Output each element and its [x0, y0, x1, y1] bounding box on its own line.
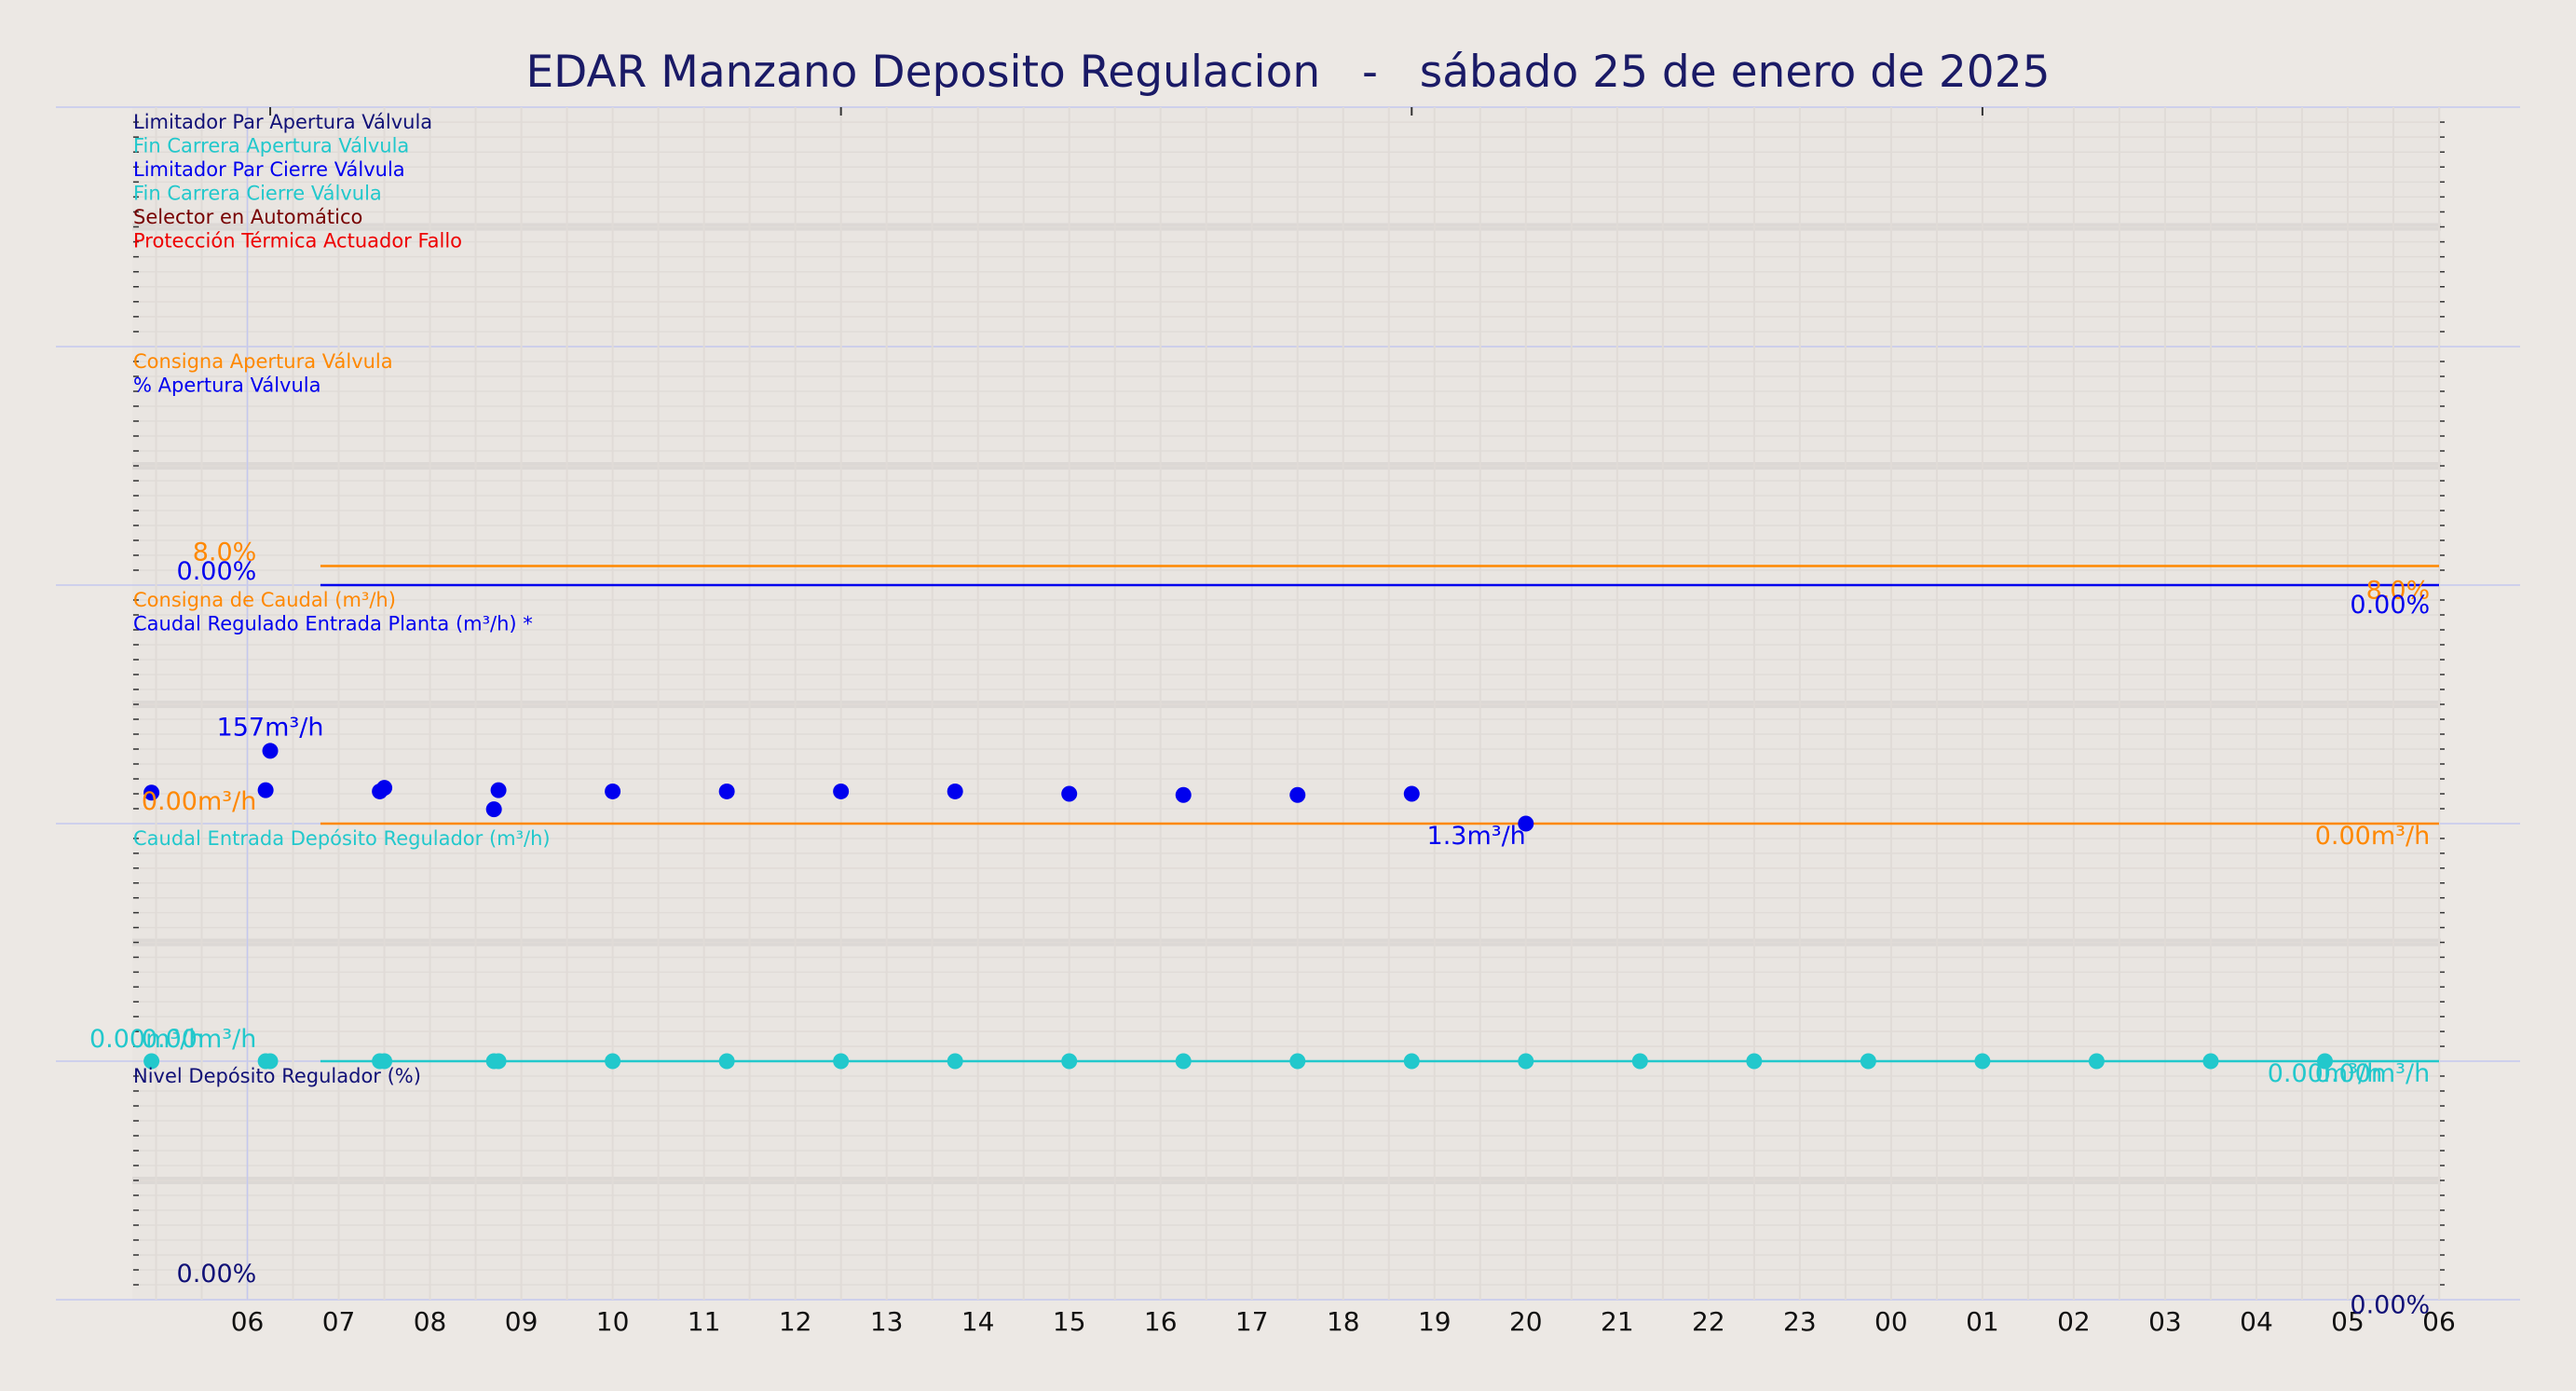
data-point	[257, 782, 274, 798]
chart-title: EDAR Manzano Deposito Regulacion - sábad…	[525, 47, 2051, 98]
legend-entry: Caudal Regulado Entrada Planta (m³/h) *	[133, 613, 533, 635]
legend-entry: Consigna de Caudal (m³/h)	[133, 589, 396, 611]
x-tick-label: 17	[1235, 1306, 1269, 1337]
data-point	[1175, 786, 1192, 803]
x-tick-label: 02	[2057, 1306, 2091, 1337]
value-label: 8.0%	[2366, 576, 2431, 605]
data-point	[1518, 1053, 1534, 1070]
legend-entry: Fin Carrera Apertura Válvula	[133, 135, 409, 157]
data-point	[1860, 1053, 1876, 1070]
value-label: 0.00m³/h	[89, 1025, 204, 1054]
x-tick-label: 09	[505, 1306, 538, 1337]
data-point	[2088, 1053, 2105, 1070]
legend-entry: Limitador Par Cierre Válvula	[133, 158, 405, 181]
data-point	[605, 1053, 621, 1070]
data-point	[1631, 1053, 1648, 1070]
value-label: 0.00%	[2350, 1290, 2430, 1319]
data-point	[1289, 1053, 1306, 1070]
data-point	[718, 1053, 735, 1070]
legend-entry: Consigna Apertura Válvula	[133, 350, 393, 373]
value-label: 157m³/h	[217, 714, 324, 743]
data-point	[1974, 1053, 1991, 1070]
data-point	[1061, 1053, 1078, 1070]
x-tick-label: 08	[414, 1306, 447, 1337]
x-tick-label: 07	[322, 1306, 356, 1337]
x-tick-label: 19	[1418, 1306, 1452, 1337]
data-point	[485, 801, 502, 818]
data-point	[1518, 815, 1534, 832]
data-point	[1061, 785, 1078, 802]
x-tick-label: 13	[870, 1306, 904, 1337]
data-point	[947, 1053, 963, 1070]
value-label: 0.00%	[2350, 591, 2430, 620]
data-point	[490, 1053, 507, 1070]
x-tick-label: 04	[2240, 1306, 2273, 1337]
x-tick-label: 14	[961, 1306, 995, 1337]
data-point	[262, 743, 279, 759]
value-label: 0.00m³/h	[142, 1025, 256, 1054]
x-tick-label: 06	[231, 1306, 265, 1337]
legend-entry: Protección Térmica Actuador Fallo	[133, 230, 462, 252]
x-tick-label: 00	[1874, 1306, 1908, 1337]
x-tick-label: 10	[596, 1306, 630, 1337]
data-point	[262, 1053, 279, 1070]
value-label: 0.00m³/h	[2315, 1059, 2430, 1088]
value-label: 0.00%	[177, 1260, 257, 1289]
data-point	[605, 783, 621, 799]
data-point	[143, 784, 160, 801]
data-point	[718, 783, 735, 799]
value-label: 0.00m³/h	[142, 787, 256, 816]
x-tick-label: 22	[1692, 1306, 1725, 1337]
x-tick-label: 03	[2148, 1306, 2182, 1337]
value-label: 8.0%	[193, 539, 257, 567]
x-tick-label: 12	[779, 1306, 812, 1337]
data-point	[1746, 1053, 1763, 1070]
x-tick-label: 20	[1509, 1306, 1543, 1337]
data-point	[376, 1053, 393, 1070]
value-label: 0.00m³/h	[2268, 1059, 2382, 1088]
data-point	[2316, 1053, 2333, 1070]
value-label: 0.00m³/h	[2315, 822, 2430, 851]
data-point	[143, 1053, 160, 1070]
x-tick-label: 18	[1327, 1306, 1360, 1337]
x-tick-label: 16	[1144, 1306, 1178, 1337]
x-tick-label: 21	[1601, 1306, 1634, 1337]
data-point	[1403, 785, 1420, 802]
legend-entry: % Apertura Válvula	[133, 375, 320, 397]
data-point	[490, 782, 507, 798]
legend-entry: Nivel Depósito Regulador (%)	[133, 1065, 421, 1087]
data-point	[2202, 1053, 2219, 1070]
data-point	[833, 783, 850, 799]
data-point	[1175, 1053, 1192, 1070]
data-point	[376, 780, 393, 797]
data-point	[1403, 1053, 1420, 1070]
legend-entry: Selector en Automático	[133, 206, 362, 228]
legend-entry: Fin Carrera Cierre Válvula	[133, 183, 382, 205]
x-tick-label: 15	[1053, 1306, 1086, 1337]
x-tick-label: 23	[1783, 1306, 1817, 1337]
x-tick-label: 01	[1966, 1306, 1999, 1337]
data-point	[833, 1053, 850, 1070]
legend-entry: Caudal Entrada Depósito Regulador (m³/h)	[133, 827, 551, 850]
data-point	[1289, 786, 1306, 803]
value-label: 1.3m³/h	[1427, 822, 1526, 851]
data-point	[947, 783, 963, 799]
value-label: 0.00%	[177, 557, 257, 586]
x-tick-label: 06	[2422, 1306, 2456, 1337]
x-tick-label: 11	[688, 1306, 721, 1337]
legend-entry: Limitador Par Apertura Válvula	[133, 111, 432, 133]
x-tick-label: 05	[2331, 1306, 2365, 1337]
